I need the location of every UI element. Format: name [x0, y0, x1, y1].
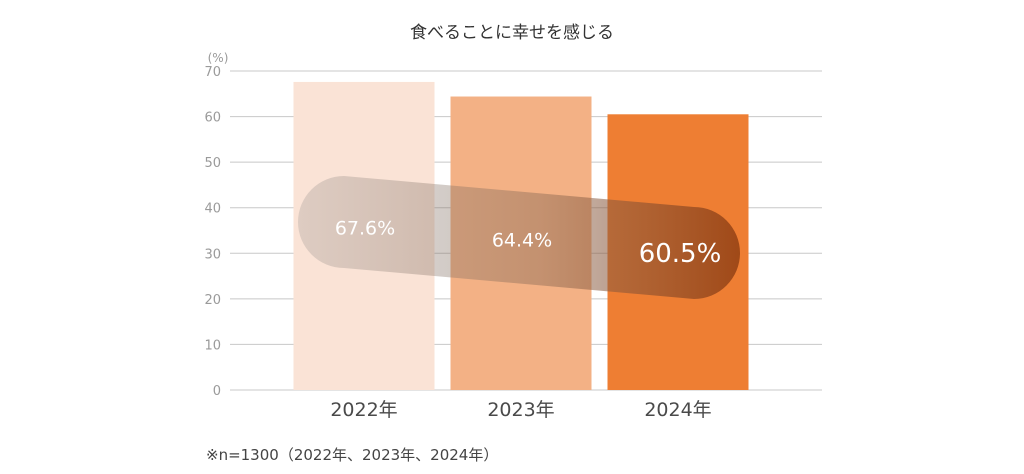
y-tick-label-60: 60: [204, 111, 221, 126]
y-tick-label-50: 50: [204, 156, 221, 171]
y-tick-label-30: 30: [204, 247, 221, 262]
y-axis-unit: (%): [208, 51, 229, 65]
trend-band: [298, 176, 740, 299]
y-tick-label-20: 20: [204, 293, 221, 308]
category-label-2: 2023年: [487, 399, 554, 421]
trend-band-shape: [298, 176, 740, 299]
y-axis-ticks: 0 10 20 30 40 50 60 70: [204, 65, 221, 399]
value-labels: 67.6% 64.4% 60.5%: [335, 218, 721, 269]
category-label-3: 2024年: [644, 399, 711, 421]
value-label-1: 67.6%: [335, 218, 395, 240]
y-tick-label-0: 0: [213, 384, 221, 399]
value-label-3: 60.5%: [639, 239, 722, 269]
footnote: ※n=1300（2022年、2023年、2024年）: [206, 446, 499, 464]
y-tick-label-40: 40: [204, 202, 221, 217]
y-tick-label-10: 10: [204, 338, 221, 353]
value-label-2: 64.4%: [492, 230, 552, 252]
category-label-1: 2022年: [330, 399, 397, 421]
chart-title: 食べることに幸せを感じる: [410, 23, 614, 43]
category-labels: 2022年 2023年 2024年: [330, 399, 711, 421]
y-tick-label-70: 70: [204, 65, 221, 80]
